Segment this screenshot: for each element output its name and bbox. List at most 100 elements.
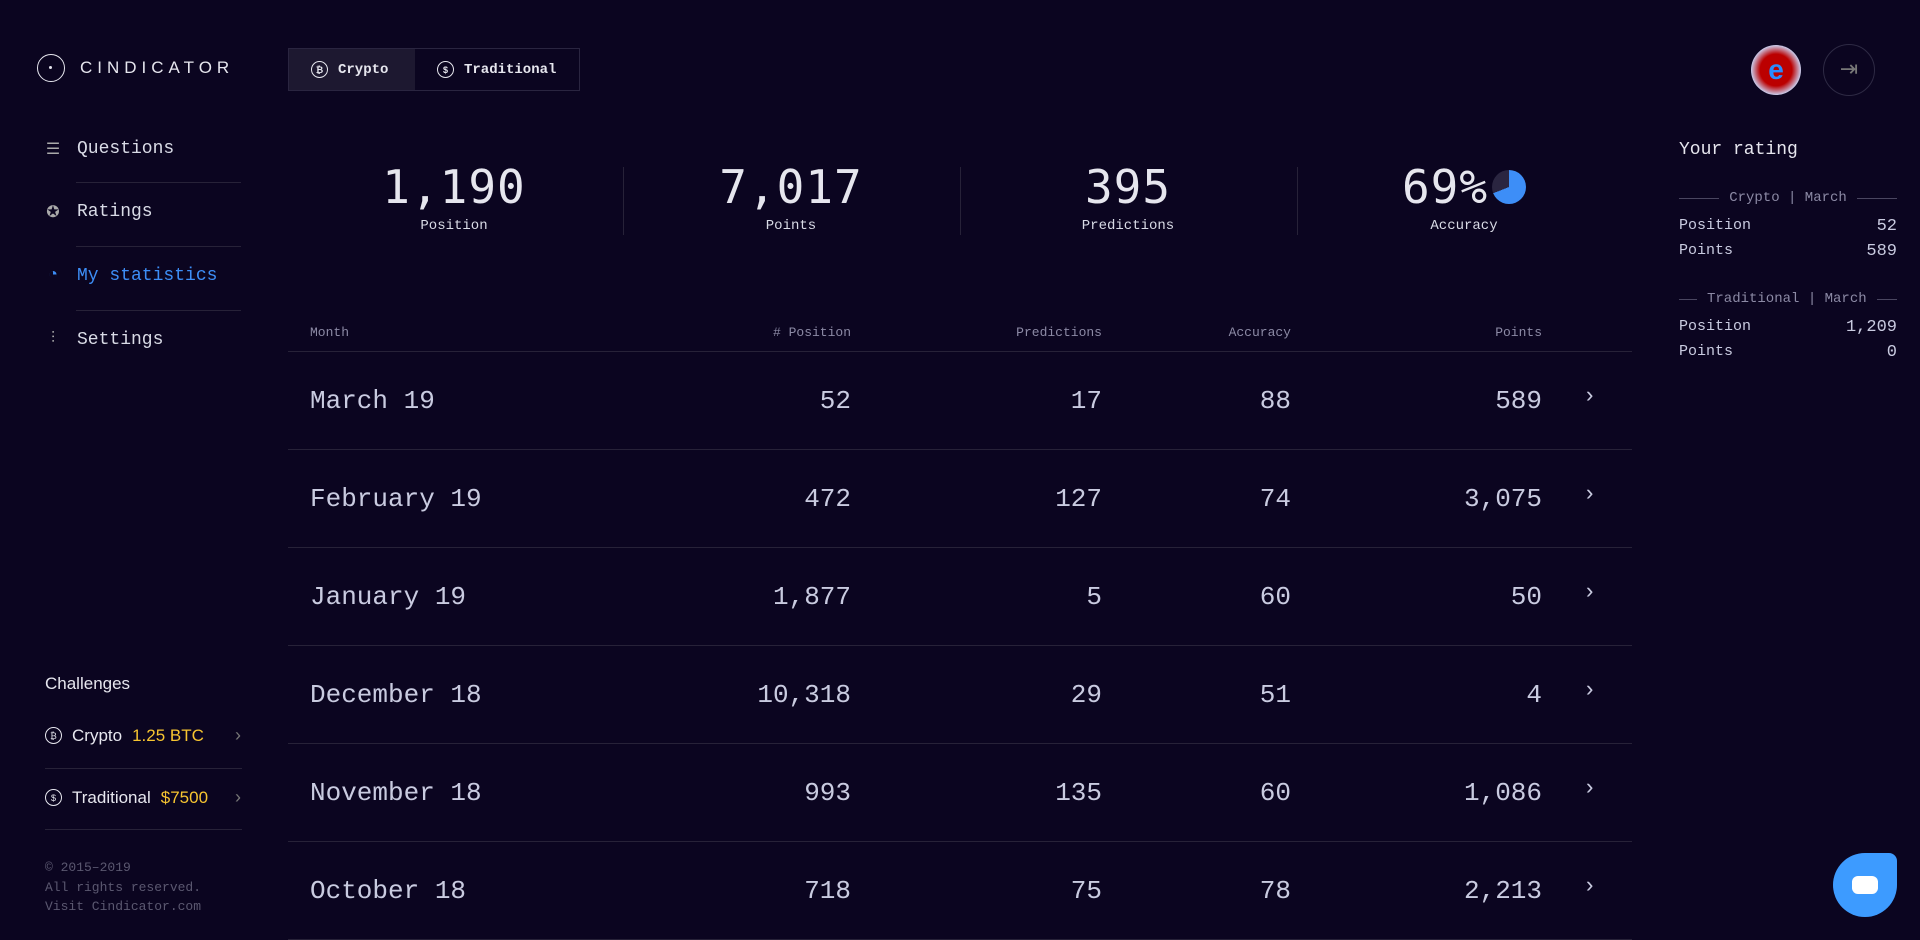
divider xyxy=(76,310,241,311)
visit-link[interactable]: Visit Cindicator.com xyxy=(45,899,202,914)
divider xyxy=(1297,167,1298,235)
stat-points: 7,017 Points xyxy=(641,160,941,234)
header-divider xyxy=(288,351,1632,352)
value: 1,209 xyxy=(1845,318,1897,337)
cell-predictions: 127 xyxy=(1055,484,1102,514)
rating-row: Position 52 xyxy=(1679,217,1897,236)
table-row[interactable]: November 18 993 135 60 1,086 › xyxy=(288,744,1632,842)
cell-accuracy: 60 xyxy=(1259,582,1291,612)
chevron-right-icon[interactable]: › xyxy=(1583,580,1597,605)
challenge-traditional[interactable]: $ Traditional $7500 › xyxy=(45,787,241,808)
chat-button[interactable] xyxy=(1833,853,1897,917)
sliders-icon: ⫶ xyxy=(50,330,55,348)
challenge-crypto[interactable]: ₿ Crypto 1.25 BTC › xyxy=(45,725,241,746)
column-header-accuracy: Accuracy xyxy=(1228,325,1291,340)
chat-icon xyxy=(1852,876,1878,894)
cell-position: 10,318 xyxy=(757,680,851,710)
cell-predictions: 5 xyxy=(1086,582,1102,612)
challenge-label: Traditional xyxy=(72,787,151,807)
cell-position: 993 xyxy=(804,778,851,808)
cell-points: 1,086 xyxy=(1463,778,1542,808)
cell-accuracy: 74 xyxy=(1259,484,1291,514)
column-header-points: Points xyxy=(1495,325,1542,340)
dollar-icon: $ xyxy=(45,789,62,806)
cell-accuracy: 51 xyxy=(1259,680,1291,710)
challenge-prize: 1.25 BTC xyxy=(132,725,204,745)
challenges-title: Challenges xyxy=(45,674,131,693)
table-row[interactable]: January 19 1,877 5 60 50 › xyxy=(288,548,1632,646)
avatar[interactable]: e xyxy=(1751,45,1801,95)
cell-month: March 19 xyxy=(310,386,435,416)
divider xyxy=(960,167,961,235)
sidebar-item-label: Ratings xyxy=(77,202,153,222)
cell-month: February 19 xyxy=(310,484,482,514)
label: Points xyxy=(1679,242,1734,259)
dollar-icon: $ xyxy=(437,61,454,78)
rating-section-crypto: Crypto | March xyxy=(1679,190,1897,206)
table-row[interactable]: February 19 472 127 74 3,075 › xyxy=(288,450,1632,548)
list-icon: ☰ xyxy=(45,141,61,159)
stat-position: 1,190 Position xyxy=(304,160,604,234)
divider xyxy=(76,246,241,247)
divider xyxy=(623,167,624,235)
stat-label: Accuracy xyxy=(1430,218,1498,234)
cell-position: 718 xyxy=(804,876,851,906)
table-row[interactable]: October 18 718 75 78 2,213 › xyxy=(288,842,1632,940)
stat-accuracy: 69% Accuracy xyxy=(1314,160,1614,234)
tab-label: Crypto xyxy=(338,61,389,78)
value: 52 xyxy=(1876,217,1897,236)
sidebar-item-settings[interactable]: ⫶ Settings xyxy=(43,330,243,350)
cell-month: October 18 xyxy=(310,876,467,906)
cell-points: 4 xyxy=(1526,680,1542,710)
chevron-right-icon[interactable]: › xyxy=(1583,874,1597,899)
table-row[interactable]: December 18 10,318 29 51 4 › xyxy=(288,646,1632,744)
cell-accuracy: 88 xyxy=(1259,386,1291,416)
stat-value: 1,190 xyxy=(382,160,526,214)
chevron-right-icon: › xyxy=(235,725,241,745)
copyright: © 2015–2019 xyxy=(45,860,131,875)
logout-icon[interactable]: ⇥ xyxy=(1823,44,1875,96)
cell-accuracy: 78 xyxy=(1259,876,1291,906)
divider xyxy=(45,829,242,830)
sidebar-item-questions[interactable]: ☰ Questions xyxy=(43,139,243,159)
stat-value: 69% xyxy=(1401,160,1489,214)
chevron-right-icon[interactable]: › xyxy=(1583,384,1597,409)
cell-month: December 18 xyxy=(310,680,482,710)
tab-label: Traditional xyxy=(464,61,557,78)
chevron-right-icon[interactable]: › xyxy=(1583,678,1597,703)
column-header-month: Month xyxy=(310,325,350,340)
value: 589 xyxy=(1866,242,1897,261)
divider xyxy=(45,768,242,769)
cell-month: January 19 xyxy=(310,582,467,612)
table-row[interactable]: March 19 52 17 88 589 › xyxy=(288,352,1632,450)
label: Points xyxy=(1679,343,1734,360)
cell-position: 472 xyxy=(804,484,851,514)
tab-crypto[interactable]: ₿ Crypto xyxy=(289,49,415,90)
rating-row: Points 0 xyxy=(1679,343,1897,362)
stat-label: Points xyxy=(765,218,817,234)
column-header-position: # Position xyxy=(772,325,851,340)
sidebar-item-my-statistics[interactable]: ◔ My statistics xyxy=(43,266,243,286)
section-title: Traditional | March xyxy=(1707,291,1867,307)
column-header-predictions: Predictions xyxy=(1016,325,1102,340)
rights-text: All rights reserved. xyxy=(45,879,202,895)
cell-predictions: 75 xyxy=(1070,876,1102,906)
brand-name: CINDICATOR xyxy=(80,58,235,77)
stat-value: 7,017 xyxy=(719,160,863,214)
cell-predictions: 135 xyxy=(1055,778,1102,808)
sidebar-item-ratings[interactable]: ✪ Ratings xyxy=(43,202,243,222)
cell-points: 589 xyxy=(1495,386,1542,416)
cindicator-logo-icon xyxy=(37,54,65,82)
cell-month: November 18 xyxy=(310,778,482,808)
section-title: Crypto | March xyxy=(1729,190,1847,206)
chevron-right-icon[interactable]: › xyxy=(1583,776,1597,801)
label: Position xyxy=(1679,217,1752,234)
chevron-right-icon[interactable]: › xyxy=(1583,482,1597,507)
rating-row: Points 589 xyxy=(1679,242,1897,261)
cell-position: 1,877 xyxy=(772,582,851,612)
cell-predictions: 29 xyxy=(1070,680,1102,710)
tab-traditional[interactable]: $ Traditional xyxy=(415,49,578,90)
challenge-label: Crypto xyxy=(72,725,123,745)
sidebar-item-label: Settings xyxy=(77,330,164,350)
sidebar-item-label: My statistics xyxy=(77,266,218,286)
